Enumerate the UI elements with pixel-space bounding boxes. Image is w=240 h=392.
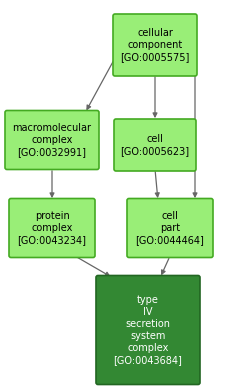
Text: cell
part
[GO:0044464]: cell part [GO:0044464] [136,211,204,245]
FancyBboxPatch shape [113,14,197,76]
FancyBboxPatch shape [9,198,95,258]
Text: macromolecular
complex
[GO:0032991]: macromolecular complex [GO:0032991] [12,123,91,157]
FancyBboxPatch shape [114,119,196,171]
Text: cellular
component
[GO:0005575]: cellular component [GO:0005575] [120,28,190,62]
Text: type
IV
secretion
system
complex
[GO:0043684]: type IV secretion system complex [GO:004… [114,295,182,365]
FancyBboxPatch shape [5,111,99,169]
FancyBboxPatch shape [96,276,200,385]
FancyBboxPatch shape [127,198,213,258]
Text: protein
complex
[GO:0043234]: protein complex [GO:0043234] [18,211,86,245]
Text: cell
[GO:0005623]: cell [GO:0005623] [120,134,190,156]
